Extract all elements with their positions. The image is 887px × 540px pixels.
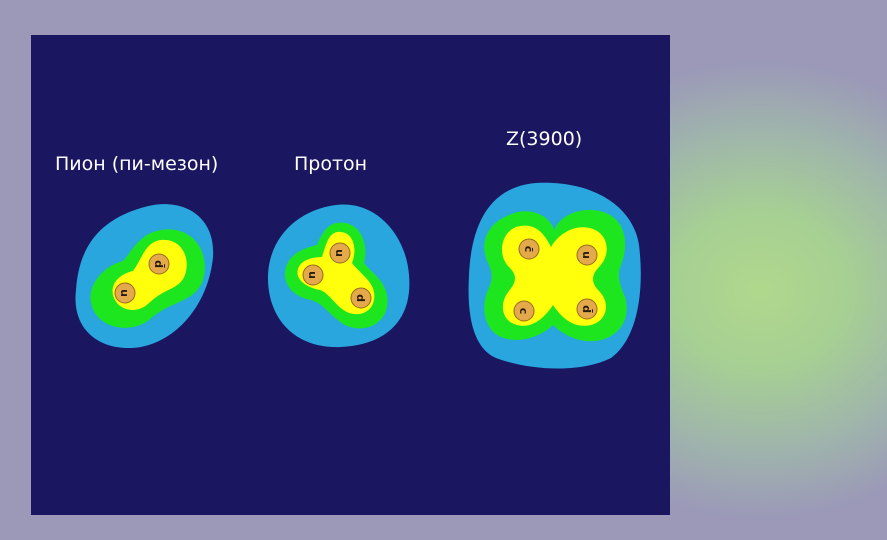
svg-text:u: u [580, 251, 593, 259]
proton-title: Протон [294, 153, 368, 175]
pion-particle: d̄ u [75, 204, 214, 349]
proton-particle: u u d [267, 204, 410, 348]
pion-quark-dbar: d̄ [148, 253, 170, 275]
svg-text:c̄: c̄ [522, 246, 535, 253]
particles-svg: d̄ u u u d [75, 182, 641, 369]
diagram-panel: Пион (пи-мезон) Протон Z(3900) d̄ u u [31, 35, 670, 515]
z3900-quark-cbar: c̄ [518, 238, 540, 260]
svg-text:u: u [333, 249, 346, 257]
svg-text:d: d [354, 294, 367, 302]
proton-quark-u2: u [302, 264, 324, 286]
svg-text:d̄: d̄ [152, 260, 165, 268]
pion-quark-u: u [114, 282, 136, 304]
z3900-quark-c: c [513, 300, 535, 322]
z3900-quark-u: u [576, 244, 598, 266]
svg-text:d̄: d̄ [580, 305, 593, 313]
z3900-quark-dbar: d̄ [576, 298, 598, 320]
z3900-title: Z(3900) [506, 128, 583, 150]
svg-text:c: c [517, 308, 530, 315]
proton-quark-d: d [350, 287, 372, 309]
svg-text:u: u [118, 289, 131, 297]
pion-title: Пион (пи-мезон) [55, 153, 219, 175]
proton-quark-u1: u [329, 242, 351, 264]
z3900-particle: c̄ u c d̄ [468, 182, 641, 369]
svg-text:u: u [306, 271, 319, 279]
